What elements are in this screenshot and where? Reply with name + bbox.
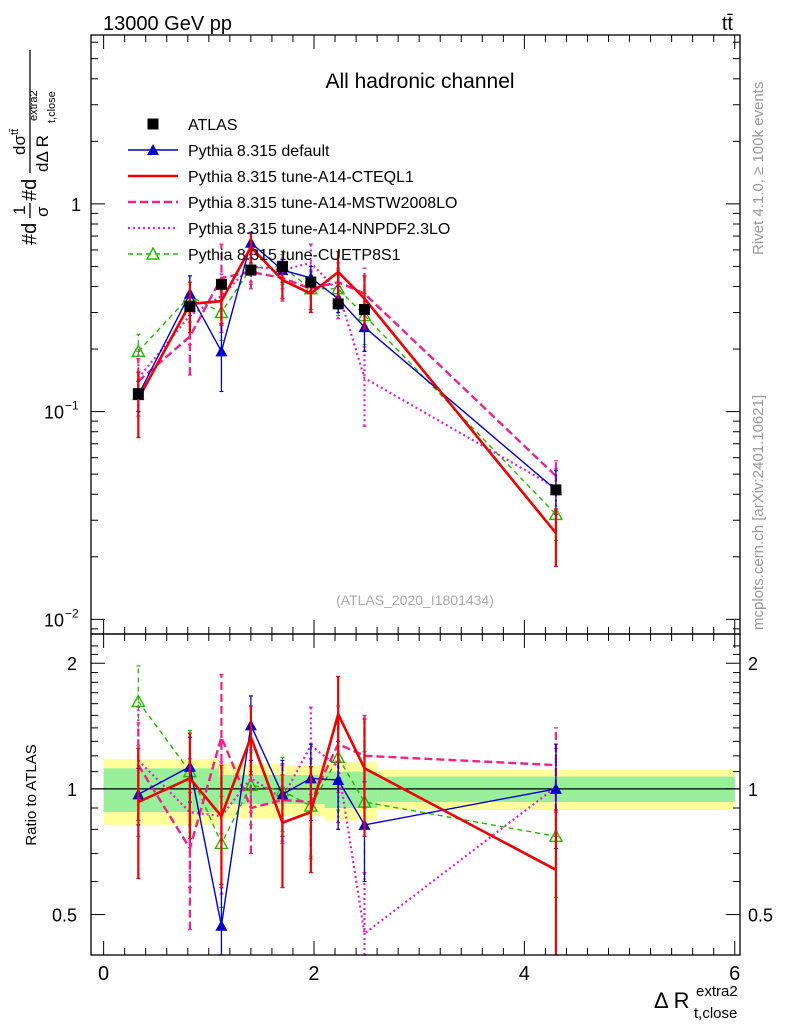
ratio-point-cuetp8s1 <box>131 693 146 708</box>
legend-entry-atlas: ATLAS <box>147 117 238 134</box>
legend-label-cuetp8s1: Pythia 8.315 tune-CUETP8S1 <box>188 247 401 264</box>
ratio-y-axis-label: Ratio to ATLAS <box>23 744 40 845</box>
ylabel-middle: #d <box>19 179 41 201</box>
main-point-atlas <box>358 304 370 316</box>
main-series-default <box>132 231 562 516</box>
main-ytick-base: 1 <box>71 195 81 215</box>
main-ytick-label: 10 −2 <box>44 606 79 630</box>
ratio-ytick-label-right: 0.5 <box>748 906 773 926</box>
ylabel-frac2-den: dΔ R <box>33 135 52 172</box>
legend-label-default: Pythia 8.315 default <box>188 143 330 160</box>
ylabel-frac2-den-sup: extra2 <box>28 90 40 121</box>
xtick-label: 2 <box>308 963 319 985</box>
legend-label-nnpdf: Pythia 8.315 tune-A14-NNPDF2.3LO <box>188 221 450 238</box>
main-ytick-label: 1 <box>71 195 81 215</box>
main-point-atlas <box>132 388 144 400</box>
legend-marker-cuetp8s1 <box>145 246 161 260</box>
main-point-atlas <box>245 264 257 276</box>
main-ytick-base: 10 <box>44 610 64 630</box>
legend-entry-cuetp8s1: Pythia 8.315 tune-CUETP8S1 <box>128 246 401 264</box>
legend-label-atlas: ATLAS <box>188 117 238 134</box>
ratio-series-cteql1 <box>136 675 558 956</box>
ylabel-frac1-num: 1 <box>10 206 29 215</box>
main-series-nnpdf <box>136 243 558 513</box>
ratio-line-cteql1 <box>137 710 557 871</box>
xtick-label: 6 <box>729 963 740 985</box>
ylabel-prefix: #d <box>19 223 41 245</box>
ratio-point-default <box>332 774 345 786</box>
xlabel-sup: extra2 <box>696 983 738 1000</box>
ylabel-frac2-num-sup: tt̄ <box>9 129 21 135</box>
header-right-label: tt̄ <box>722 13 734 35</box>
main-series-atlas <box>132 260 562 496</box>
main-line-nnpdf <box>137 261 557 489</box>
xlabel-main: Δ R <box>654 988 689 1013</box>
ratio-point-default <box>549 782 562 794</box>
main-point-atlas <box>332 298 344 310</box>
header-left-label: 13000 GeV pp <box>103 13 232 35</box>
xlabel-sub: t,close <box>694 1005 737 1022</box>
ratio-point-default <box>215 919 228 931</box>
main-point-atlas <box>276 260 288 272</box>
ratio-ytick-label-left: 1 <box>67 780 77 800</box>
chart-title: All hadronic channel <box>325 70 514 93</box>
main-point-atlas <box>184 301 196 313</box>
main-point-atlas <box>215 278 227 290</box>
main-point-default <box>215 345 228 357</box>
x-axis-label: Δ R extra2 t,close <box>654 983 738 1022</box>
ratio-series-group <box>131 665 564 956</box>
analysis-id-label: (ATLAS_2020_I1801434) <box>336 592 494 608</box>
xtick-label: 0 <box>98 963 109 985</box>
ratio-ytick-label-right: 2 <box>748 654 758 674</box>
legend-entry-mstw: Pythia 8.315 tune-A14-MSTW2008LO <box>128 195 457 212</box>
legend-label-mstw: Pythia 8.315 tune-A14-MSTW2008LO <box>188 195 457 212</box>
ratio-series-nnpdf <box>136 706 558 956</box>
legend-entry-default: Pythia 8.315 default <box>128 143 330 160</box>
axes-group: 10 −210 −110.5 0.51 12 20 2 4 6 <box>44 34 773 985</box>
ylabel-frac2-den-sub: t,close <box>46 91 58 123</box>
legend: ATLAS Pythia 8.315 default Pythia 8.315 tu… <box>128 117 457 264</box>
main-point-cuetp8s1 <box>131 343 146 358</box>
main-ytick-exp: −1 <box>65 399 79 413</box>
main-line-cteql1 <box>137 244 557 534</box>
ratio-ytick-label-right: 1 <box>748 780 758 800</box>
ylabel-frac2-num: dσ <box>10 135 29 155</box>
ratio-ytick-label-left: 2 <box>67 654 77 674</box>
rivet-label: Rivet 4.1.0, ≥ 100k events <box>750 82 767 255</box>
legend-marker-default <box>147 144 159 155</box>
legend-entry-cteql1: Pythia 8.315 tune-A14-CTEQL1 <box>128 169 414 186</box>
ratio-ytick-label-left: 0.5 <box>52 906 77 926</box>
main-series-cuetp8s1 <box>131 250 564 541</box>
main-series-group <box>131 231 564 567</box>
mcplots-label: mcplots.cern.ch [arXiv:2401.10621] <box>750 395 767 630</box>
ratio-frame <box>90 633 741 956</box>
legend-marker-atlas <box>147 118 159 130</box>
ylabel-frac1-den: σ <box>33 206 52 217</box>
main-ytick-exp: −2 <box>65 606 79 620</box>
main-ytick-label: 10 −1 <box>44 399 79 423</box>
legend-entry-nnpdf: Pythia 8.315 tune-A14-NNPDF2.3LO <box>128 221 450 238</box>
xtick-label: 4 <box>519 963 530 985</box>
main-point-atlas <box>305 276 317 288</box>
main-ytick-base: 10 <box>44 403 64 423</box>
main-point-atlas <box>550 484 562 496</box>
main-series-cteql1 <box>136 232 558 567</box>
main-y-axis-label: #d 1 σ #d dσ tt̄ dΔ R t,close extra2 <box>9 50 58 245</box>
legend-label-cteql1: Pythia 8.315 tune-A14-CTEQL1 <box>188 169 414 186</box>
